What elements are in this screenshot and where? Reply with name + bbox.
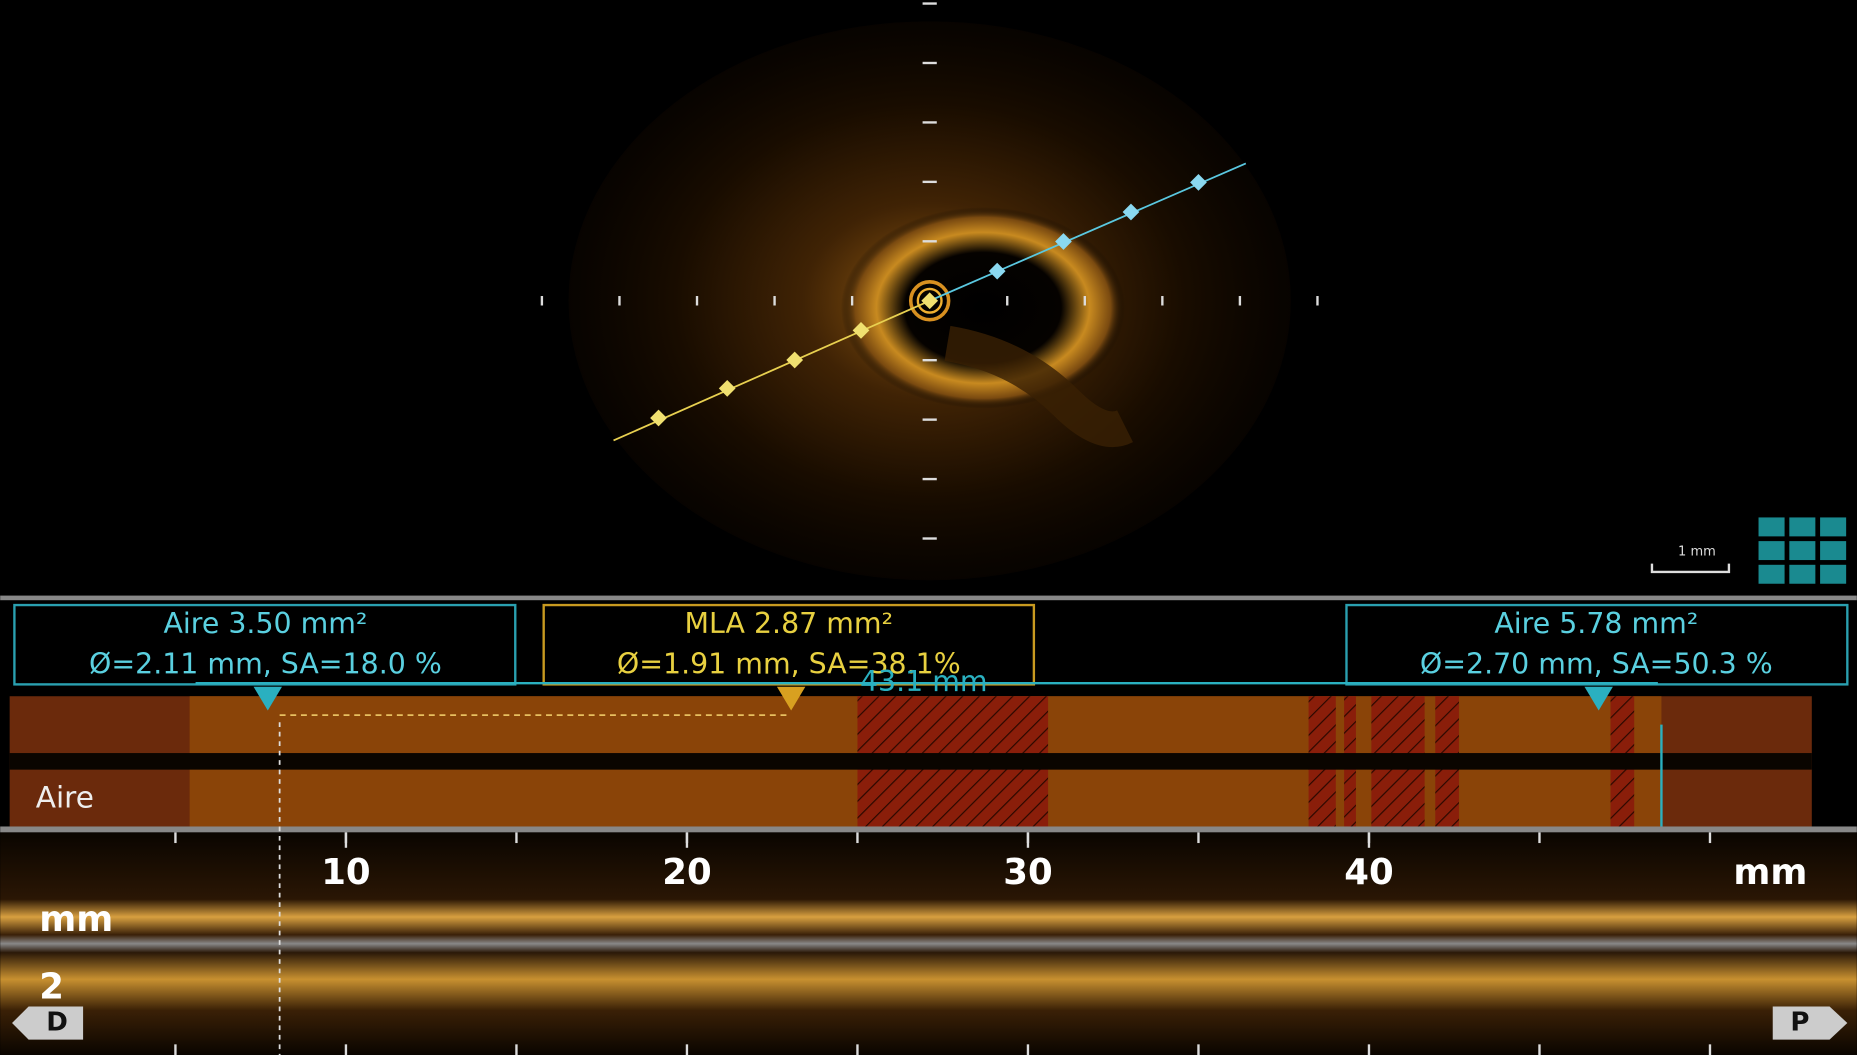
measure-detail: Ø=1.91 mm, SA=38.1% (617, 647, 961, 680)
proximal-button[interactable]: P (1772, 1006, 1848, 1040)
divider (0, 595, 1857, 601)
diameter-marker (718, 380, 736, 397)
measure-detail: Ø=2.11 mm, SA=18.0 % (89, 647, 442, 680)
diameter-marker (786, 351, 804, 369)
diameter-line-yellow (613, 299, 931, 442)
depth-unit: mm (39, 899, 113, 940)
mla-marker[interactable] (776, 686, 806, 711)
axis-label: 30 (1003, 852, 1052, 893)
diameter-marker (1190, 173, 1207, 191)
depth-tick: 2 (39, 967, 64, 1008)
diameter-marker (1122, 203, 1140, 221)
axis-label: 10 (321, 852, 370, 893)
measure-bg (0, 600, 1857, 696)
button-label: D (46, 1008, 68, 1038)
measure-area: Aire 5.78 mm² (1494, 607, 1698, 640)
frame-marker[interactable] (253, 686, 283, 711)
layout-button[interactable] (1758, 517, 1847, 584)
catheter-inner (916, 287, 943, 314)
scale-bar (1650, 563, 1731, 574)
diameter-marker (1055, 233, 1072, 250)
diameter-marker (852, 321, 870, 339)
catheter (908, 280, 951, 322)
crosshair (540, 2, 1319, 540)
frame-marker[interactable] (1584, 686, 1613, 711)
measure-area: MLA 2.87 mm² (685, 607, 893, 640)
distal-button[interactable]: D (12, 1006, 84, 1040)
diameter-marker (988, 262, 1006, 280)
axis-label: 20 (662, 852, 711, 893)
scale-bar-label: 1 mm (1678, 544, 1716, 559)
longitudinal-ticks (174, 832, 1712, 1055)
track-label: Aire (36, 781, 94, 815)
area-profile (9, 753, 1812, 770)
axis-label: 40 (1344, 852, 1393, 893)
diameter-line-cyan (929, 162, 1247, 302)
shadow (944, 325, 1133, 447)
button-label: P (1790, 1008, 1809, 1038)
divider (0, 826, 1857, 833)
lumen (840, 207, 1126, 409)
measure-detail: Ø=2.70 mm, SA=50.3 % (1420, 647, 1773, 680)
longitudinal-labels: 10 20 30 40 (321, 852, 1393, 893)
measure-area: Aire 3.50 mm² (163, 607, 367, 640)
axis-unit: mm (1733, 852, 1807, 893)
longitudinal-image (0, 832, 1857, 1055)
length-label: 43.1 mm (860, 665, 988, 698)
